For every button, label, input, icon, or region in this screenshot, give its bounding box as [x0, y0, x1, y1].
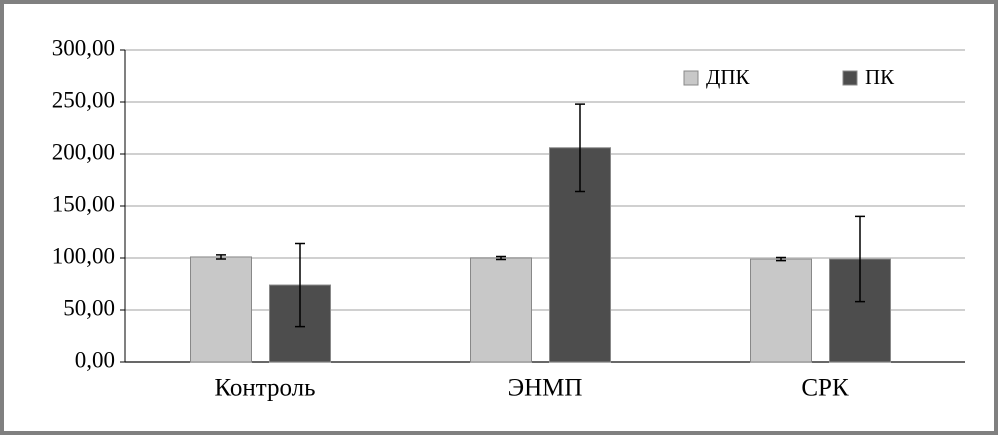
error-bar: [575, 103, 585, 193]
y-tick-label: 250,00: [52, 87, 115, 112]
error-bar: [496, 255, 506, 261]
error-bar: [295, 242, 305, 328]
x-tick-label: ЭНМП: [508, 375, 583, 402]
legend-label: ПК: [865, 65, 895, 89]
bar: [190, 256, 252, 363]
x-tick-label: Контроль: [214, 375, 315, 402]
y-tick-label: 150,00: [52, 191, 115, 216]
error-bar: [855, 215, 865, 303]
y-tick-label: 0,00: [75, 347, 115, 372]
y-tick-label: 300,00: [52, 35, 115, 60]
legend-swatch: [683, 70, 699, 86]
error-bar: [216, 254, 226, 260]
error-bar: [776, 256, 786, 262]
x-tick-label: СРК: [801, 375, 849, 402]
y-tick-label: 100,00: [52, 243, 115, 268]
y-tick-label: 200,00: [52, 139, 115, 164]
bar: [470, 257, 532, 363]
legend-label: ДПК: [706, 65, 750, 89]
bar: [750, 258, 812, 363]
legend-swatch: [842, 70, 858, 86]
y-tick-label: 50,00: [63, 295, 115, 320]
